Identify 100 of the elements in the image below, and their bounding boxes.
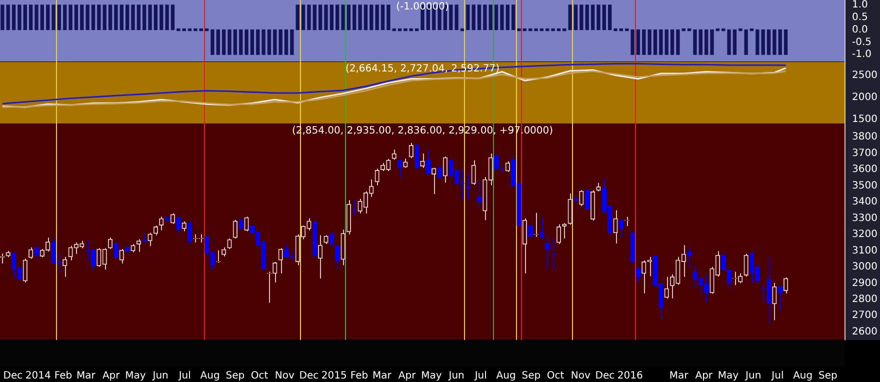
candlestick [22,258,28,283]
candlestick [471,160,476,186]
candlestick [494,154,499,170]
y-tick-label: 1500 [852,114,878,126]
y-tick-label: 3300 [852,212,878,224]
x-tick-label: Aug [496,370,516,382]
x-tick-label: Dec [3,370,23,382]
candlestick [618,218,624,238]
x-tick-label: Sep [818,370,838,382]
x-tick-label: Apr [398,370,417,382]
candlestick [34,246,39,258]
candlestick [664,276,669,300]
candlestick [772,282,777,321]
candlestick [437,166,442,180]
candlestick [46,237,50,252]
candlestick [414,144,420,170]
candlestick [476,180,482,209]
candlestick [579,190,584,207]
candlestick [278,248,283,274]
x-tick-label: Dec [595,370,615,382]
candlestick [227,238,232,250]
candlestick [374,168,380,186]
y-tick-label: 2000 [852,92,878,104]
candlestick [397,158,402,178]
x-tick-label: Jul [178,370,191,382]
candlestick [721,252,726,272]
x-tick-label: Mar [669,370,690,382]
candlestick [420,153,425,168]
x-tick-label: Apr [102,370,121,382]
y-tick-label: 3400 [852,196,878,208]
candlestick [329,232,334,246]
candlestick [613,210,618,244]
x-tick-label: Mar [76,370,96,382]
x-tick-label: Oct [250,370,268,382]
candlestick [142,232,147,244]
candlestick [408,142,414,159]
x-tick-label: Aug [200,370,220,382]
candlestick [176,216,181,233]
x-tick-label: Sep [226,370,245,382]
y-tick-label: 0.5 [852,12,868,23]
y-tick-label: 3200 [852,229,878,240]
x-tick-label: May [718,370,739,382]
candlestick [114,242,118,260]
candlestick [148,232,152,247]
x-tick-label: Jun [448,370,464,382]
candlestick [153,225,158,236]
y-tick-label: -0.5 [852,36,872,48]
candlestick [182,220,186,232]
x-tick-label: Feb [54,370,72,382]
y-tick-label: -1.0 [852,49,872,60]
candlestick [432,167,436,195]
candlestick [136,238,141,252]
x-tick-label: May [125,370,146,382]
candlestick [636,266,641,284]
x-tick-label: Jun [152,370,168,382]
y-tick-label: 2900 [852,278,878,289]
candlestick [568,193,572,226]
candlestick [744,253,748,278]
candlestick [556,224,562,245]
y-tick-label: 2700 [852,310,878,322]
x-tick-label: 2014 [25,370,51,382]
candlestick [778,285,782,310]
x-tick-label: Mar [372,370,392,382]
candlestick [392,149,396,160]
y-tick-label: 2500 [852,70,878,81]
y-tick-label: 2800 [852,294,878,305]
x-tick-label: Oct [546,370,564,382]
candlestick [528,224,533,238]
candlestick [244,216,249,232]
candlestick [170,212,176,224]
candlestick [522,218,528,274]
candlestick [505,160,510,172]
candlestick [726,268,732,290]
x-tick-label: Feb [350,370,368,382]
candlestick [232,219,238,239]
candlestick [539,217,544,239]
x-tick-label: Apr [695,370,714,382]
candlestick [426,150,431,175]
candlestick [238,218,244,230]
candlestick [28,246,34,260]
candlestick [783,276,788,294]
candlestick [335,244,340,270]
candlestick [62,256,68,278]
y-tick-label: 2600 [852,326,878,338]
y-tick-label: 3800 [852,132,878,143]
candlestick [403,158,408,168]
x-tick-label: Nov [570,370,590,382]
x-tick-label: Nov [274,370,294,382]
candlestick [318,234,323,279]
y-tick-label: 3700 [852,148,878,159]
x-tick-label: Dec [299,370,319,382]
y-tick-label: 3100 [852,245,878,256]
candlestick [119,248,124,264]
x-tick-label: Jul [474,370,487,382]
candlestick [442,156,448,184]
x-tick-label: Sep [522,370,541,382]
y-tick-label: 3000 [852,262,878,273]
candlestick [584,188,590,211]
y-tick-label: 0.0 [852,24,868,36]
x-tick-label: May [421,370,442,382]
